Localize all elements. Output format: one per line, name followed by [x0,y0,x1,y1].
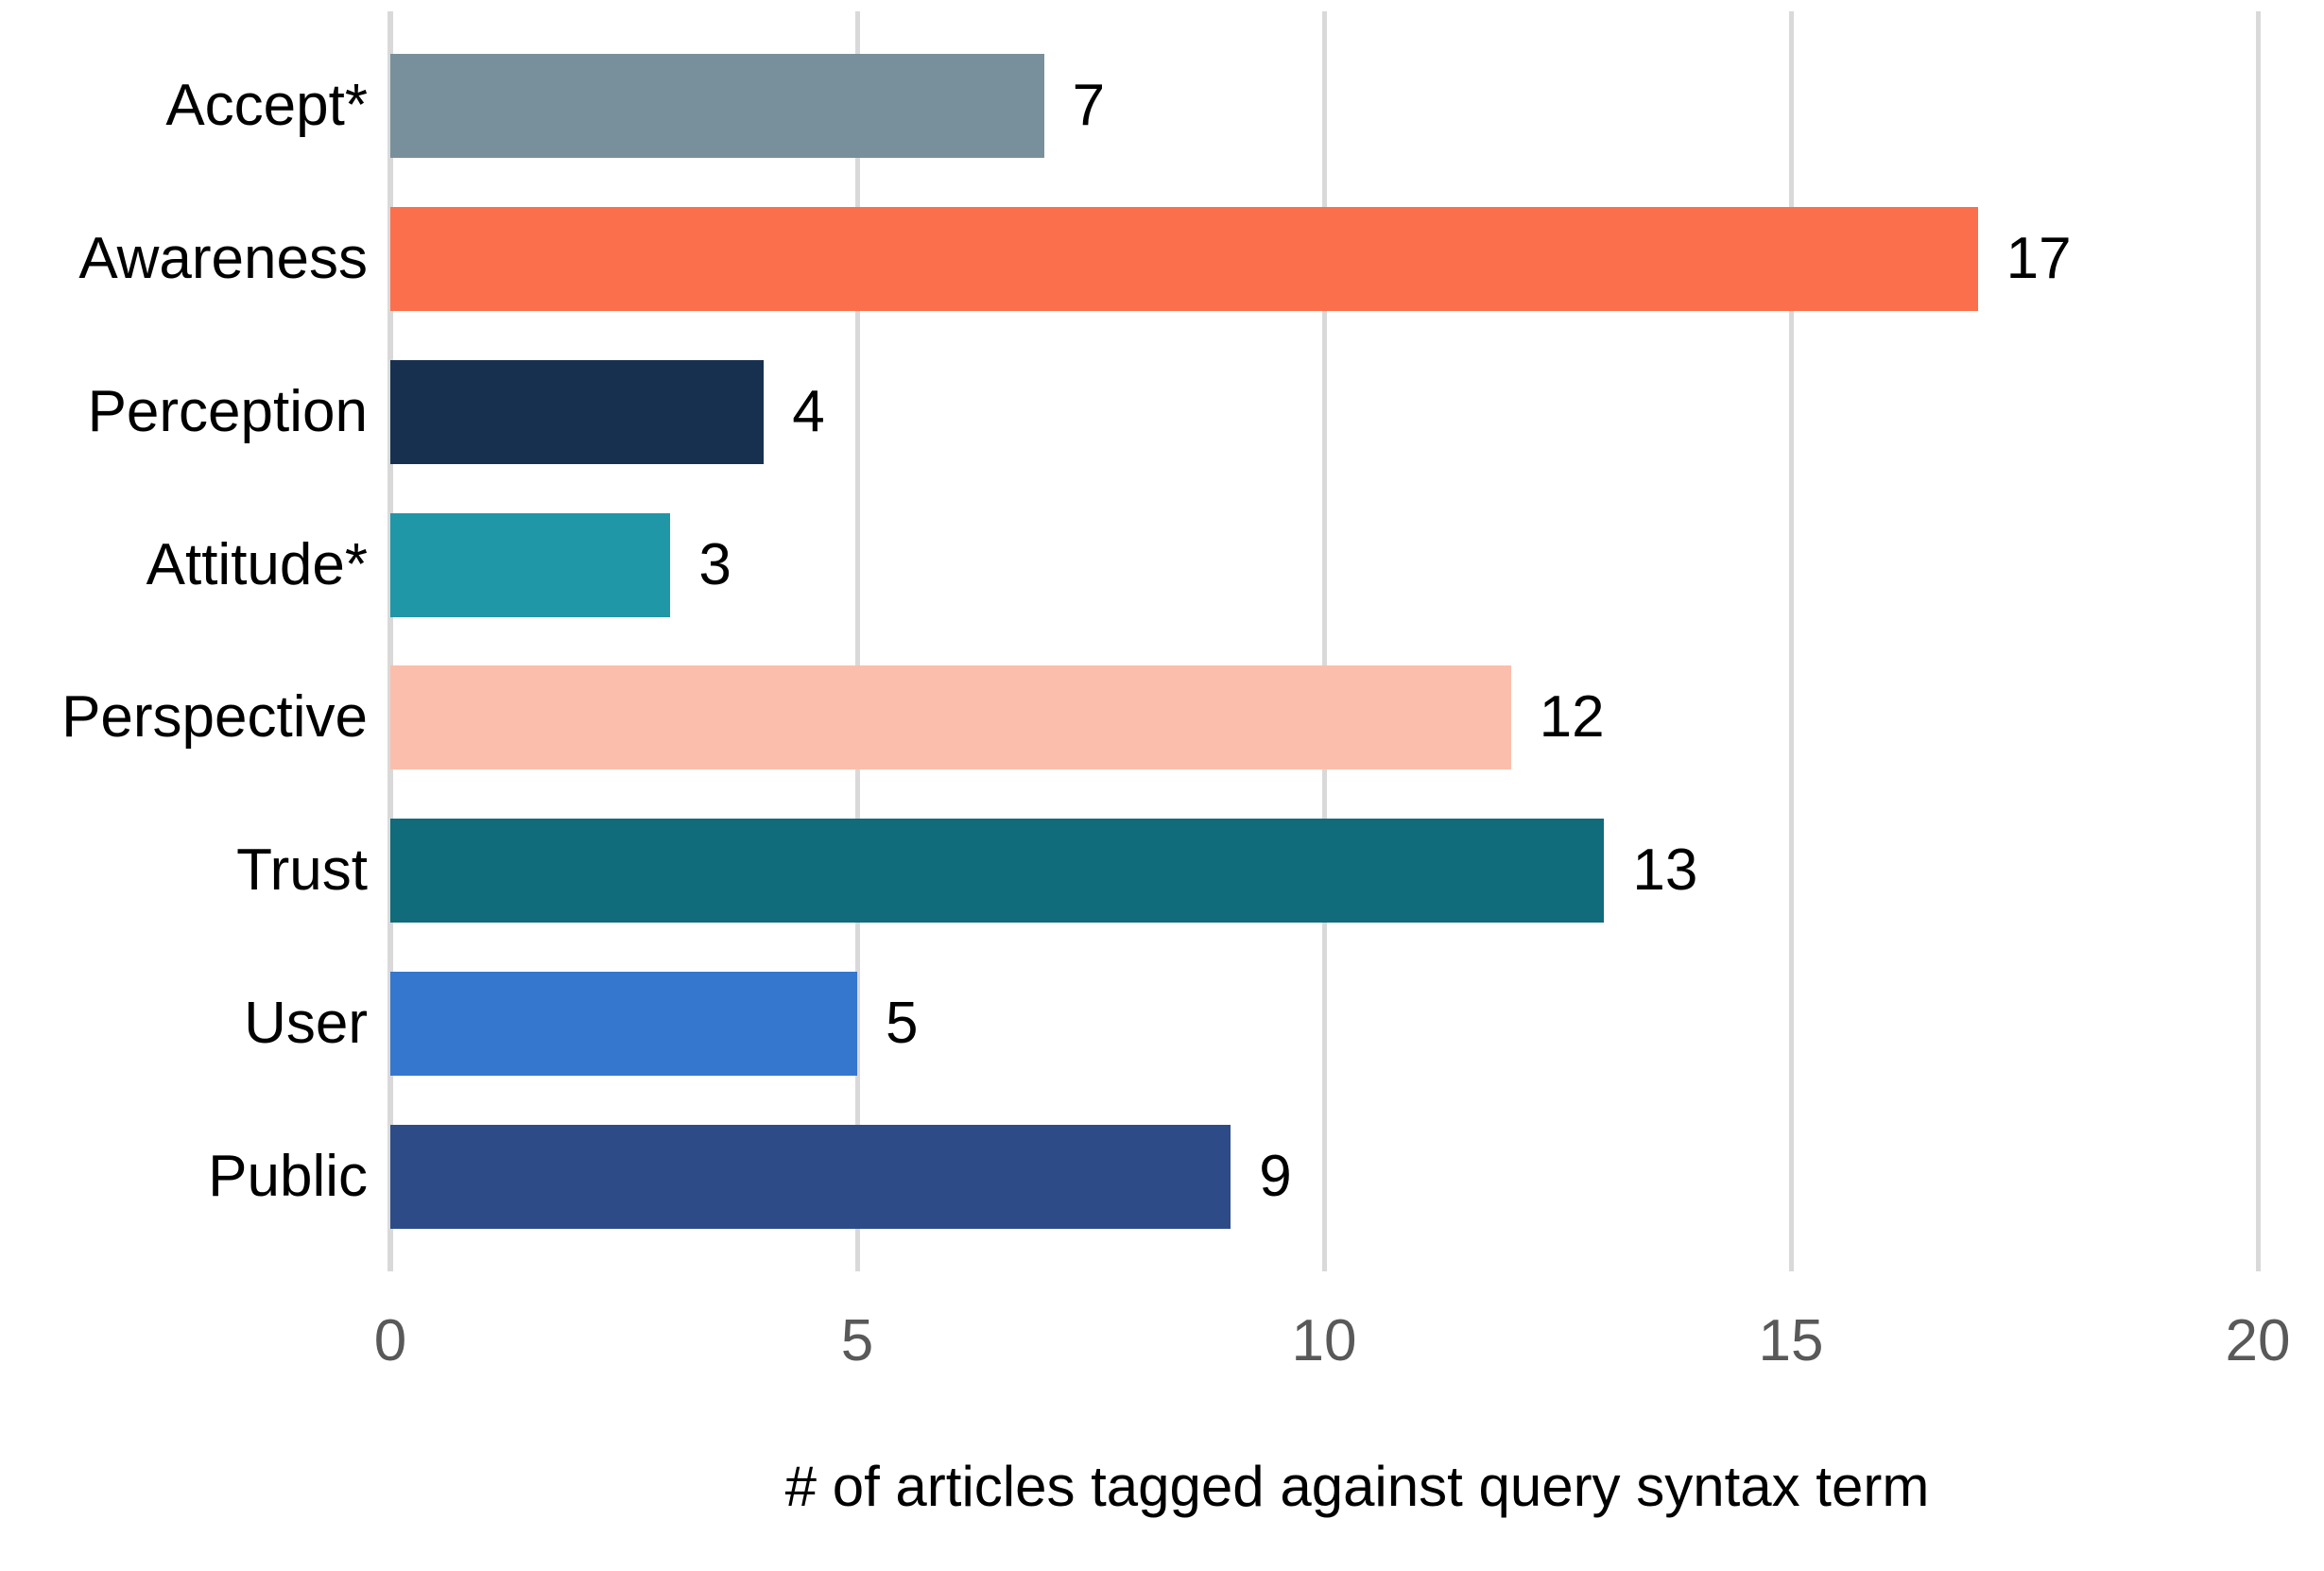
category-label: Perception [87,378,368,444]
y-axis-line [387,11,393,1271]
category-label: Attitude* [146,531,368,597]
category-label: Trust [236,837,368,904]
gridline [1789,11,1794,1271]
bar [390,206,1978,311]
value-label: 4 [792,378,825,444]
plot-area: 7 17 4 3 12 13 5 9 [387,11,2324,1271]
value-label: 9 [1259,1144,1292,1210]
x-tick-label: 15 [1758,1308,1824,1373]
bar [390,359,765,464]
gridline [855,11,860,1271]
gridline [1322,11,1327,1271]
gridline [2256,11,2261,1271]
value-label: 12 [1539,684,1605,751]
x-tick-label: 0 [373,1308,407,1373]
x-axis-title: # of articles tagged against query synta… [784,1455,1930,1518]
bar [390,665,1511,770]
category-label: Perspective [61,684,368,751]
value-label: 5 [886,991,919,1057]
value-label: 13 [1632,837,1698,904]
bar [390,512,671,617]
value-label: 7 [1072,73,1106,138]
value-label: 17 [2006,225,2072,291]
x-tick-label: 5 [840,1308,874,1373]
category-label: Public [208,1144,368,1210]
bar [390,972,857,1077]
x-tick-label: 20 [2225,1308,2291,1373]
category-label: User [244,991,368,1057]
bar [390,54,1044,158]
category-label: Accept* [165,73,368,138]
value-label: 3 [698,531,732,597]
bar [390,1125,1231,1230]
category-label: Awareness [78,225,368,291]
bar [390,819,1605,924]
x-tick-label: 10 [1291,1308,1357,1373]
